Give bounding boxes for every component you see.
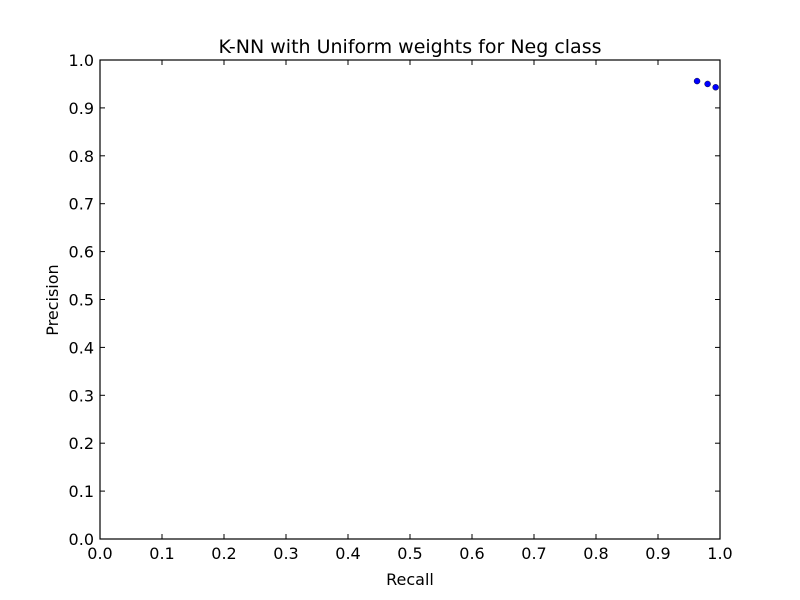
y-tick-label: 0.1 — [69, 482, 94, 501]
y-tick-label: 0.0 — [69, 530, 94, 549]
data-point — [704, 80, 711, 88]
x-tick-label: 0.0 — [87, 544, 112, 563]
x-tick-label: 0.2 — [211, 544, 236, 563]
y-tick-label: 0.5 — [69, 291, 94, 310]
y-tick-label: 1.0 — [69, 51, 94, 70]
y-tick-label: 0.3 — [69, 386, 94, 405]
y-tick-label: 0.6 — [69, 243, 94, 262]
y-axis-label: Precision — [43, 264, 62, 335]
x-tick-label: 0.4 — [335, 544, 360, 563]
y-tick-label: 0.9 — [69, 99, 94, 118]
y-tick-label: 0.7 — [69, 195, 94, 214]
x-tick-label: 0.1 — [149, 544, 174, 563]
points-layer — [693, 77, 719, 91]
data-point — [712, 84, 719, 91]
tick-labels-layer: 0.0 0.1 0.2 0.3 0.4 0.5 0.6 0.7 0.8 0.9 1.0 0.0 0.1 0… — [69, 51, 733, 563]
y-tick-label: 0.4 — [69, 338, 94, 357]
plot-frame — [99, 59, 721, 540]
x-tick-label: 0.5 — [397, 544, 422, 563]
x-axis-label: Recall — [386, 570, 434, 589]
plot-area — [100, 60, 720, 539]
x-tick-label: 0.6 — [459, 544, 484, 563]
x-tick-label: 1.0 — [707, 544, 732, 563]
x-tick-label: 0.9 — [645, 544, 670, 563]
x-tick-label: 0.3 — [273, 544, 298, 563]
y-tick-label: 0.8 — [69, 147, 94, 166]
x-tick-label: 0.7 — [521, 544, 546, 563]
x-tick-label: 0.8 — [583, 544, 608, 563]
data-point — [693, 77, 701, 85]
chart-title: K-NN with Uniform weights for Neg class — [218, 36, 601, 58]
y-tick-label: 0.2 — [69, 434, 94, 453]
